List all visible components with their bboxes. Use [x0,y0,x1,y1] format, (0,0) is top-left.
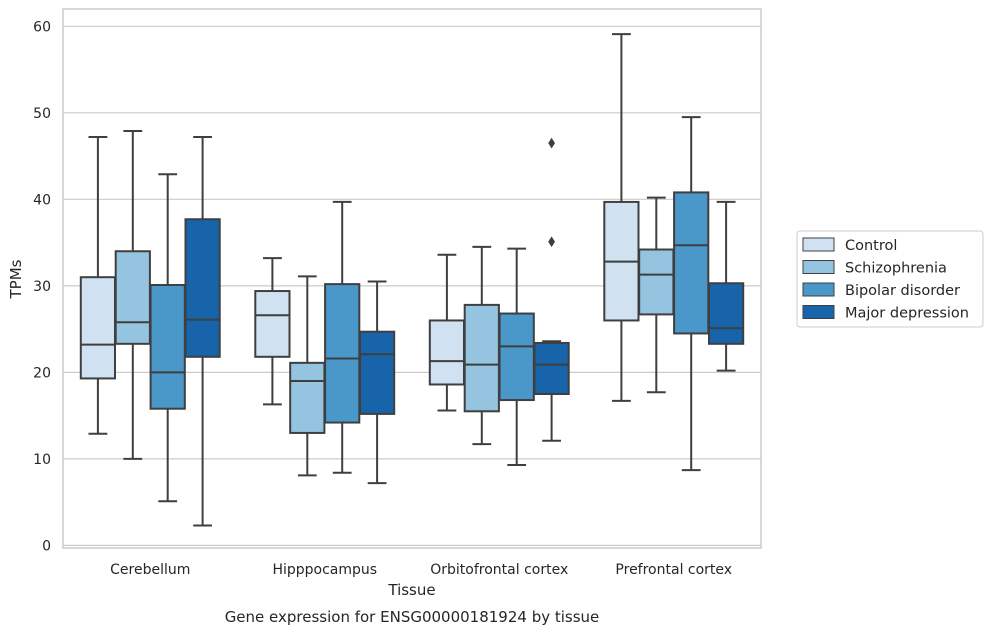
box-iqr [707,282,745,345]
box-iqr [149,283,186,410]
chart-title: Gene expression for ENSG00000181924 by t… [225,608,600,626]
legend-label: Control [845,238,897,254]
legend-swatch [802,237,835,252]
y-tick-label: 30 [33,279,51,295]
box-iqr [79,276,117,380]
legend-swatch [802,305,835,319]
x-tick-label: Orbitofrontal cortex [430,562,568,578]
y-tick-label: 20 [33,365,51,381]
x-tick-label: Hipppocampus [272,562,377,578]
box-iqr [428,319,466,386]
y-tick-label: 0 [42,538,51,554]
box-iqr [358,330,396,415]
x-tick-label: Prefrontal cortex [615,562,732,578]
outlier-point [548,137,555,149]
boxes-layer [79,33,745,527]
box-iqr [254,290,291,358]
box-major-depression-cerebellum [184,136,221,527]
box-schizophrenia-prefrontal-cortex [638,196,675,394]
outlier-point [548,236,555,248]
box-major-depression-orbitofrontal-cortex [533,137,570,442]
x-axis-label: Tissue [387,581,435,599]
y-axis-label: TPMs [7,259,25,299]
box-bipolar-disorder-hipppocampus [324,200,361,474]
legend-label: Major depression [845,306,969,322]
box-control-cerebellum [79,136,117,435]
box-iqr [184,218,221,358]
box-iqr [673,191,710,335]
box-iqr [114,250,151,345]
y-tick-label: 60 [33,19,51,35]
box-schizophrenia-hipppocampus [289,275,326,477]
box-schizophrenia-cerebellum [114,129,151,460]
box-iqr [533,341,570,395]
box-control-orbitofrontal-cortex [428,253,466,412]
box-bipolar-disorder-prefrontal-cortex [673,116,710,472]
legend-swatch [802,260,835,274]
box-schizophrenia-orbitofrontal-cortex [463,245,500,446]
legend: Control Schizophrenia Bipolar disorder Majo… [796,230,984,328]
box-control-hipppocampus [254,257,291,406]
plot-frame [62,8,762,549]
box-bipolar-disorder-cerebellum [149,173,186,503]
box-major-depression-hipppocampus [358,280,396,485]
box-bipolar-disorder-orbitofrontal-cortex [498,247,535,466]
legend-label: Bipolar disorder [845,283,960,299]
y-tick-labels: 0 10 20 30 40 50 60 [33,19,51,554]
box-iqr [324,283,361,424]
box-control-prefrontal-cortex [603,33,640,402]
box-iqr [463,303,500,413]
box-major-depression-prefrontal-cortex [707,200,745,372]
legend-label: Schizophrenia [845,261,947,277]
box-iqr [289,361,326,434]
y-tick-label: 10 [33,452,51,468]
box-iqr [638,248,675,316]
x-tick-label: Cerebellum [110,562,190,578]
y-tick-label: 50 [33,106,51,122]
y-tick-label: 40 [33,192,51,208]
box-iqr [498,312,535,402]
x-tick-labels: Cerebellum Hipppocampus Orbitofrontal cort… [110,562,732,578]
legend-swatch [802,282,835,297]
legend-frame [796,230,984,328]
